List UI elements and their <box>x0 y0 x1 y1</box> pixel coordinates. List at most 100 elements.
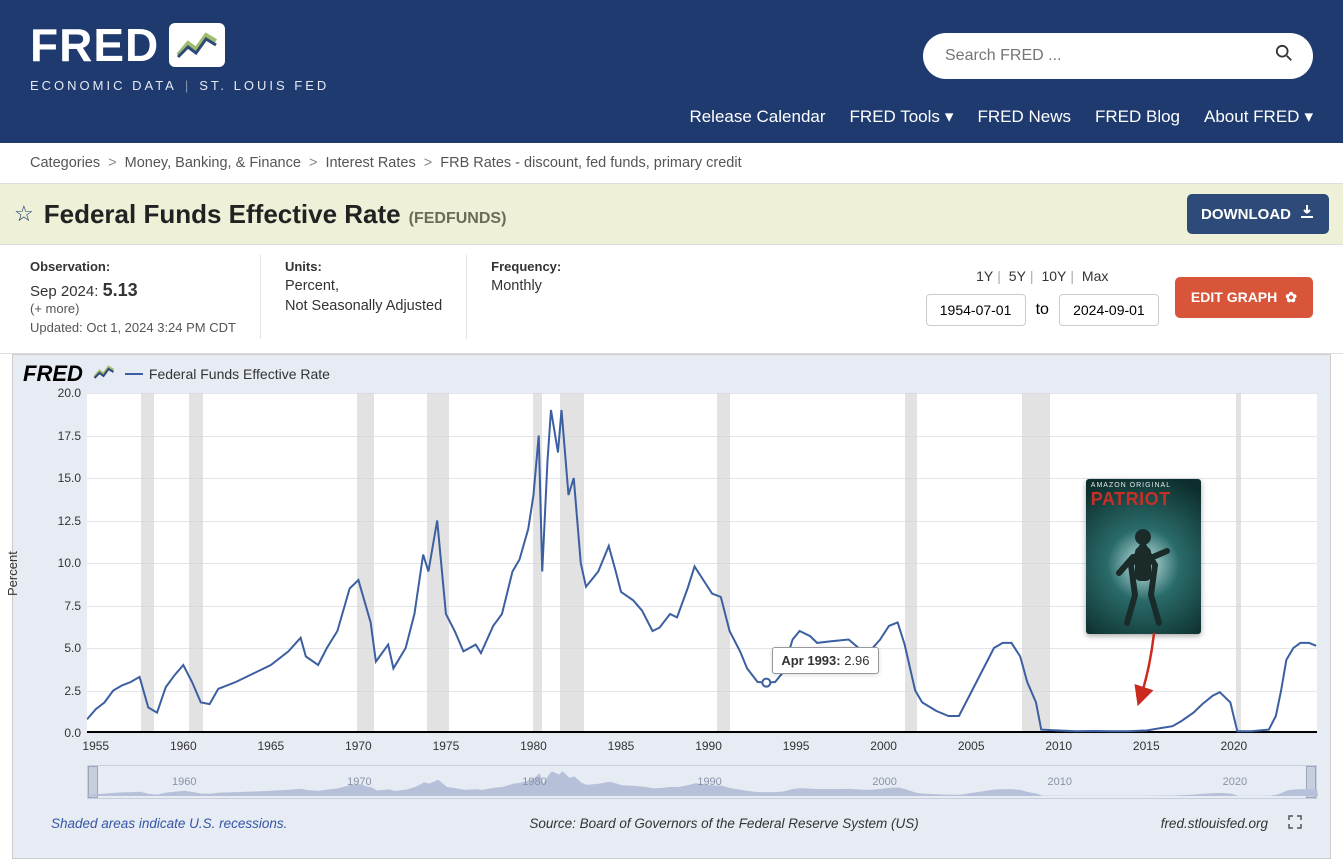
x-tick-label: 2005 <box>958 739 985 753</box>
updated-label: Updated: <box>30 320 83 335</box>
nav-tools-label: FRED Tools <box>850 107 940 127</box>
favorite-star-icon[interactable]: ☆ <box>14 201 34 227</box>
chart-footer: Shaded areas indicate U.S. recessions. S… <box>27 799 1316 844</box>
overlay-title: PATRIOT <box>1086 489 1201 510</box>
search-icon[interactable] <box>1275 44 1293 67</box>
search-input[interactable] <box>943 46 1275 66</box>
frequency-label: Frequency: <box>491 259 561 274</box>
meta-units: Units: Percent, Not Seasonally Adjusted <box>285 255 467 339</box>
meta-frequency: Frequency: Monthly <box>491 255 585 339</box>
units-value-2: Not Seasonally Adjusted <box>285 298 442 314</box>
brand-chart-icon <box>93 364 115 385</box>
overview-tick: 1990 <box>697 776 721 788</box>
overview-tick: 1980 <box>522 776 546 788</box>
y-tick-label: 15.0 <box>58 471 81 485</box>
range-1y[interactable]: 1Y <box>976 268 993 284</box>
breadcrumb-item[interactable]: Interest Rates <box>325 155 415 171</box>
overview-tick: 1970 <box>347 776 371 788</box>
x-tick-label: 2015 <box>1133 739 1160 753</box>
updated-value: Oct 1, 2024 3:24 PM CDT <box>86 320 236 335</box>
y-tick-label: 10.0 <box>58 556 81 570</box>
units-value-1: Percent, <box>285 278 442 294</box>
x-tick-label: 1990 <box>695 739 722 753</box>
breadcrumb-item[interactable]: Categories <box>30 155 100 171</box>
breadcrumb-item[interactable]: FRB Rates - discount, fed funds, primary… <box>440 155 741 171</box>
series-title: Federal Funds Effective Rate <box>44 199 401 230</box>
chart-legend: Federal Funds Effective Rate <box>125 366 330 382</box>
meta-panel: Observation: Sep 2024: 5.13 (+ more) Upd… <box>0 245 1343 354</box>
range-controls: 1Y| 5Y| 10Y| Max to <box>926 268 1159 326</box>
main-nav: Release Calendar FRED Tools ▾ FRED News … <box>30 93 1313 143</box>
y-tick-label: 20.0 <box>58 386 81 400</box>
nav-tools[interactable]: FRED Tools ▾ <box>850 107 954 127</box>
brand-name: FRED <box>30 18 159 72</box>
y-tick-label: 12.5 <box>58 514 81 528</box>
brand-subtitle-right: ST. LOUIS FED <box>199 78 329 93</box>
y-tick-label: 0.0 <box>64 726 81 740</box>
overlay-promo-card: AMAZON ORIGINAL PATRIOT <box>1086 479 1201 634</box>
y-tick-label: 2.5 <box>64 684 81 698</box>
title-bar: ☆ Federal Funds Effective Rate (FEDFUNDS… <box>0 183 1343 245</box>
x-tick-label: 2000 <box>870 739 897 753</box>
brand-sep: | <box>185 78 191 93</box>
x-tick-label: 1955 <box>82 739 109 753</box>
x-tick-label: 2020 <box>1220 739 1247 753</box>
edit-graph-button[interactable]: EDIT GRAPH ✿ <box>1175 277 1313 318</box>
frequency-value: Monthly <box>491 278 561 294</box>
download-button[interactable]: DOWNLOAD <box>1187 194 1329 234</box>
range-5y[interactable]: 5Y <box>1009 268 1026 284</box>
x-tick-label: 1995 <box>783 739 810 753</box>
nav-release-calendar[interactable]: Release Calendar <box>689 107 825 127</box>
overlay-figure-icon <box>1115 525 1171 627</box>
x-tick-label: 1980 <box>520 739 547 753</box>
overview-tick: 2020 <box>1223 776 1247 788</box>
chevron-down-icon: ▾ <box>1304 107 1313 127</box>
date-to-input[interactable] <box>1059 294 1159 326</box>
breadcrumb-item[interactable]: Money, Banking, & Finance <box>125 155 301 171</box>
brand-block: FRED ECONOMIC DATA | ST. LOUIS FED <box>30 18 329 93</box>
x-axis: 1955196019651970197519801985199019952000… <box>87 733 1317 757</box>
chart-header: FRED Federal Funds Effective Rate <box>13 355 1330 393</box>
range-max[interactable]: Max <box>1082 268 1108 284</box>
y-tick-label: 17.5 <box>58 429 81 443</box>
download-label: DOWNLOAD <box>1201 206 1291 223</box>
top-header: FRED ECONOMIC DATA | ST. LOUIS FED <box>0 0 1343 143</box>
overlay-tag: AMAZON ORIGINAL <box>1086 479 1201 489</box>
brand-chart-icon <box>169 23 225 67</box>
page-title: Federal Funds Effective Rate (FEDFUNDS) <box>44 199 507 230</box>
breadcrumb: Categories > Money, Banking, & Finance >… <box>0 143 1343 183</box>
search-box[interactable] <box>923 33 1313 79</box>
chevron-down-icon: ▾ <box>945 107 954 127</box>
y-axis-title: Percent <box>5 551 20 596</box>
meta-observation: Observation: Sep 2024: 5.13 (+ more) Upd… <box>30 255 261 339</box>
brand-subtitle-left: ECONOMIC DATA <box>30 78 177 93</box>
x-tick-label: 1960 <box>170 739 197 753</box>
range-10y[interactable]: 10Y <box>1041 268 1066 284</box>
nav-about-label: About FRED <box>1204 107 1299 127</box>
overview-tick: 1960 <box>172 776 196 788</box>
recession-note: Shaded areas indicate U.S. recessions. <box>51 816 287 831</box>
y-axis: 0.02.55.07.510.012.515.017.520.0 <box>27 393 87 733</box>
x-tick-label: 1970 <box>345 739 372 753</box>
download-icon <box>1299 204 1315 224</box>
x-tick-label: 1985 <box>608 739 635 753</box>
overview-tick: 2010 <box>1047 776 1071 788</box>
series-id: (FEDFUNDS) <box>409 210 507 228</box>
date-to-label: to <box>1036 301 1049 319</box>
x-tick-label: 1975 <box>433 739 460 753</box>
observation-value: 5.13 <box>103 280 138 300</box>
chart-tooltip: Apr 1993: 2.96 <box>772 647 878 674</box>
observation-date: Sep 2024: <box>30 283 98 300</box>
nav-news[interactable]: FRED News <box>977 107 1071 127</box>
observation-more[interactable]: (+ more) <box>30 301 236 316</box>
source-url: fred.stlouisfed.org <box>1161 816 1268 831</box>
fullscreen-icon[interactable] <box>1288 815 1302 832</box>
x-tick-label: 1965 <box>257 739 284 753</box>
date-from-input[interactable] <box>926 294 1026 326</box>
x-tick-label: 2010 <box>1045 739 1072 753</box>
nav-blog[interactable]: FRED Blog <box>1095 107 1180 127</box>
y-tick-label: 7.5 <box>64 599 81 613</box>
edit-graph-label: EDIT GRAPH <box>1191 289 1277 305</box>
overview-scrubber[interactable]: 1960197019801990200020102020 <box>87 765 1317 799</box>
nav-about[interactable]: About FRED ▾ <box>1204 107 1313 127</box>
